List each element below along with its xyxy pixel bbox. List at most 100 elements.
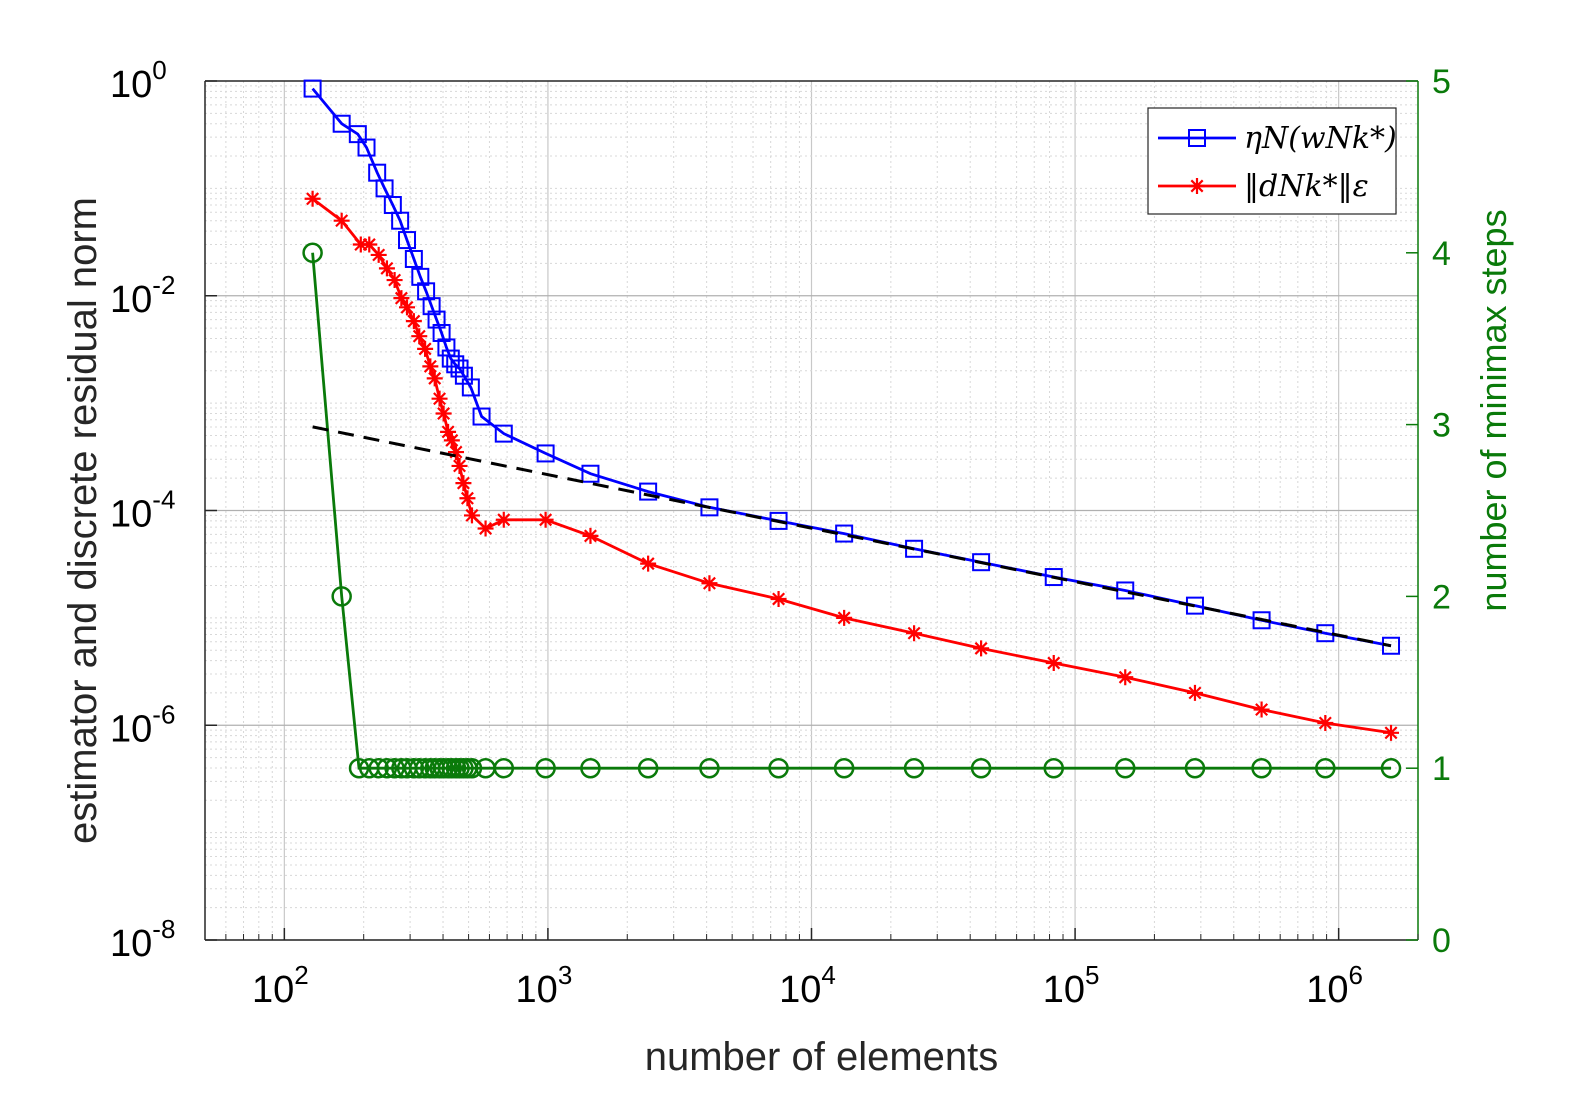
data-point-square [472,407,491,426]
data-point-asterisk [426,370,443,387]
data-point-square [536,444,555,463]
y-left-tick-base: 10 [110,494,152,536]
data-point-circle [403,757,425,779]
data-point-circle [493,757,515,779]
data-point-circle [535,757,556,779]
data-point-circle [1315,757,1336,779]
data-point-circle [409,757,430,779]
y-right-tick-label: 4 [1432,235,1451,273]
x-tick-label: 104 [779,960,836,1011]
data-point-asterisk [304,190,321,207]
data-point-asterisk [701,575,718,592]
legend-marker [1189,178,1205,194]
series-minimax-steps [302,242,1402,779]
data-point-asterisk [906,625,923,642]
data-point-circle [768,757,789,779]
data-point-circle [833,757,855,779]
data-point-square [1382,636,1401,655]
data-point-square [398,231,417,250]
data-point-asterisk [1383,724,1400,741]
data-point-square [357,138,376,157]
data-point-asterisk [477,520,494,537]
data-point-asterisk [459,490,476,507]
data-point-square [391,211,410,230]
data-point-asterisk [455,475,472,492]
data-point-square [427,310,446,329]
data-point-asterisk [422,358,439,375]
y-right-tick-label: 1 [1432,750,1451,788]
data-point-asterisk [582,527,599,544]
data-point-asterisk [495,511,512,528]
y-right-tick-label: 5 [1432,63,1451,101]
data-point-circle [903,757,925,779]
data-point-square [432,323,451,342]
data-point-circle [1251,757,1272,779]
data-point-square [404,249,423,268]
data-point-asterisk [417,340,434,357]
data-point-asterisk [411,328,428,345]
y-left-tick-exp: -2 [152,270,175,300]
legend-label: ηN(wNk*) [1244,121,1397,156]
data-point-square [1044,568,1063,587]
y-right-tick-label: 2 [1432,578,1451,616]
y-left-tick-label: 100 [110,55,167,106]
y-axis-right-label: number of minimax steps [1473,209,1514,611]
x-tick-label: 102 [252,960,309,1011]
data-point-asterisk [836,609,853,626]
x-tick-base: 10 [779,969,821,1011]
data-point-circle [331,586,352,607]
y-left-tick-label: 10-8 [110,914,175,965]
grid [204,81,1419,941]
y-left-tick-label: 10-2 [110,270,175,321]
data-point-circle [368,757,389,779]
data-point-circle [461,757,483,779]
data-point-asterisk [1317,714,1334,731]
x-tick-exp: 6 [1349,960,1363,990]
legend: ηN(wNk*) ‖dNk*‖ε [1147,107,1397,215]
x-tick-exp: 5 [1085,960,1099,990]
x-tick-base: 10 [252,969,294,1011]
series-layer [302,79,1402,779]
data-point-circle [302,242,323,264]
data-point-asterisk [451,457,468,474]
data-point-circle [699,757,720,779]
data-point-asterisk [431,390,448,407]
data-point-asterisk [448,444,465,461]
x-tick-base: 10 [1306,969,1348,1011]
x-tick-exp: 2 [294,960,308,990]
x-tick-base: 10 [516,969,558,1011]
legend-label: ‖dNk*‖ε [1244,169,1369,204]
data-point-asterisk [405,313,422,330]
y-left-tick-label: 10-4 [110,485,175,536]
x-tick-base: 10 [1043,969,1085,1011]
data-point-square [494,424,513,443]
data-point-circle [970,757,992,779]
data-point-circle [1380,757,1402,779]
data-point-asterisk [1186,684,1203,701]
data-point-circle [580,757,601,779]
data-point-circle [637,757,659,779]
data-point-square [454,366,473,385]
data-point-asterisk [1117,669,1134,686]
data-point-asterisk [440,423,457,440]
series-line [312,425,1392,648]
y-left-tick-label: 10-6 [110,699,175,750]
data-point-asterisk [1045,654,1062,671]
data-point-asterisk [770,590,787,607]
data-point-circle [1043,757,1064,779]
data-point-square [461,378,480,397]
data-point-square [972,553,991,572]
data-point-circle [376,757,398,779]
data-point-square [639,482,658,501]
data-point-square [581,464,600,483]
y-left-tick-exp: -4 [152,485,175,515]
data-point-square [422,297,441,316]
data-point-circle [1184,757,1206,779]
x-axis-label: number of elements [645,1035,999,1079]
data-point-square [303,79,322,98]
data-point-square [769,511,788,530]
series-reference-slope [312,425,1392,648]
data-point-asterisk [352,236,369,253]
